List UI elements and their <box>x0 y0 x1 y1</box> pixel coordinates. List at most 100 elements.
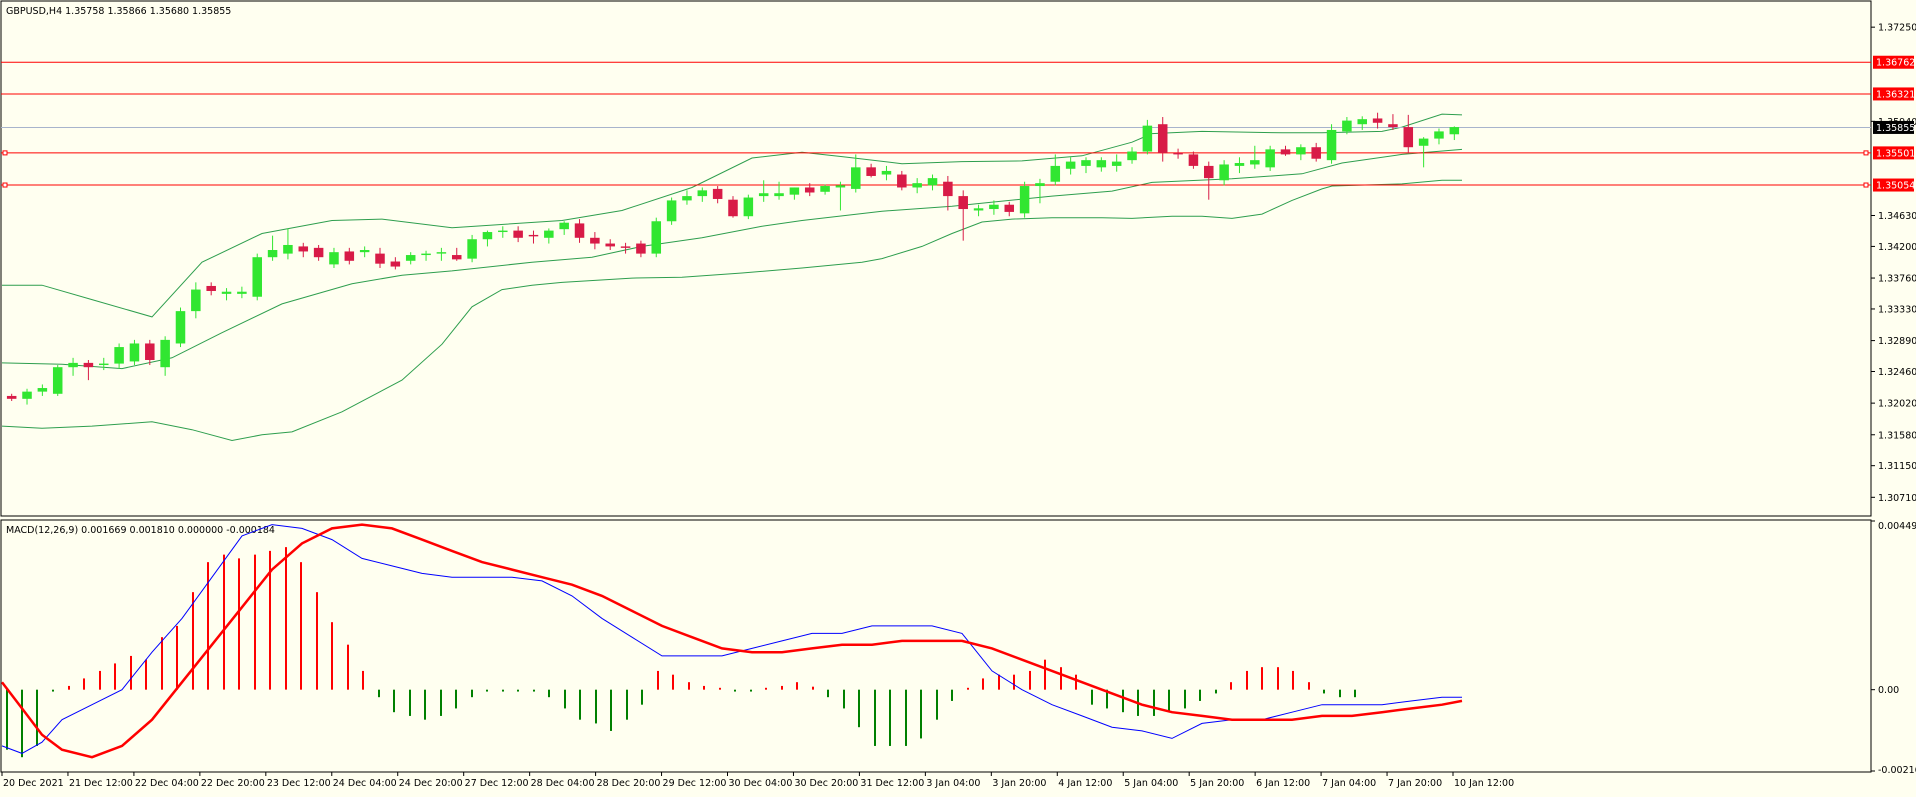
bollinger-middle-line <box>1 148 1463 370</box>
candle-bull-body <box>1050 165 1061 182</box>
level-price-label: 1.36321 <box>1876 89 1915 100</box>
candle-bull-body <box>37 388 48 392</box>
candle-bull-body <box>743 197 754 217</box>
candle-bull-body <box>467 239 477 259</box>
level-handle-right <box>1863 150 1869 156</box>
macd-tick-label: 0.004497 <box>1878 521 1916 532</box>
time-tick-label: 5 Jan 20:00 <box>1190 778 1244 789</box>
candle-bull-body <box>1081 160 1091 166</box>
candle-bear-body <box>390 261 401 267</box>
candle-bear-body <box>590 237 600 244</box>
candle-bull-body <box>1342 120 1352 132</box>
candle-bull-body <box>1096 160 1107 168</box>
time-tick-label: 30 Dec 20:00 <box>794 778 858 789</box>
time-tick-label: 24 Dec 20:00 <box>399 778 463 789</box>
candle-bear-body <box>1388 124 1398 128</box>
level-price-label-bg <box>1873 146 1914 160</box>
price-axis: 1.372501.359401.346301.342001.337601.333… <box>1871 23 1916 504</box>
candle-bull-body <box>1035 183 1045 187</box>
price-tick-label: 1.31580 <box>1878 430 1916 441</box>
candle-bull-body <box>666 200 677 222</box>
bollinger-upper-line <box>2 113 1463 318</box>
candle-bear-body <box>636 243 646 254</box>
horizontal-levels[interactable] <box>1 61 1871 188</box>
candle-bull-body <box>1234 163 1245 166</box>
candle-bull-body <box>1250 160 1260 165</box>
candle-bull-body <box>359 250 370 253</box>
candle-bull-body <box>758 193 769 197</box>
candle-bull-body <box>421 253 431 256</box>
candle-bull-body <box>1127 151 1137 161</box>
candle-bull-body <box>1219 164 1229 181</box>
time-tick-label: 6 Jan 12:00 <box>1256 778 1310 789</box>
candle-bull-body <box>405 255 416 261</box>
candle-bear-body <box>375 253 385 264</box>
level-price-label-bg <box>1873 87 1914 101</box>
macd-panel-frame <box>0 519 1872 773</box>
candle-bull-body <box>191 289 201 312</box>
price-tick-label: 1.32890 <box>1878 336 1916 347</box>
candle-bear-body <box>620 246 631 248</box>
candle-bear-body <box>344 251 355 261</box>
candle-bear-body <box>83 362 94 368</box>
candle-bull-body <box>989 204 999 210</box>
candle-bear-body <box>712 188 723 199</box>
candle-bear-body <box>206 285 216 291</box>
candle-bear-body <box>6 395 17 399</box>
candle-bull-body <box>68 362 78 368</box>
candle-bull-body <box>1449 127 1460 135</box>
candle-bull-body <box>52 367 63 394</box>
time-tick-label: 23 Dec 12:00 <box>267 778 331 789</box>
macd-histogram <box>6 547 1356 758</box>
candle-bull-body <box>1434 131 1444 139</box>
price-tick-label: 1.31150 <box>1878 461 1916 472</box>
candle-bull-body <box>175 311 186 344</box>
candle-bear-body <box>1004 204 1015 212</box>
time-tick-label: 29 Dec 12:00 <box>663 778 727 789</box>
macd-main-line <box>1 524 1462 754</box>
candle-bull-body <box>221 291 232 294</box>
current-price-label-bg <box>1873 120 1914 134</box>
candle-bull-body <box>927 178 938 186</box>
candle-bull-body <box>237 291 247 294</box>
macd-tick-label: 0.00 <box>1878 685 1899 696</box>
candle-bull-body <box>129 343 140 362</box>
candle-bull-body <box>1065 161 1076 169</box>
candle-bull-body <box>973 208 984 211</box>
candle-bull-body <box>436 252 447 254</box>
price-tick-label: 1.34200 <box>1878 242 1916 253</box>
candle-bear-body <box>1157 124 1168 153</box>
candle-bear-body <box>1311 147 1321 159</box>
candle-bear-body <box>897 174 907 188</box>
candle-bear-body <box>728 199 738 217</box>
price-panel: GBPUSD,H4 1.35758 1.35866 1.35680 1.3585… <box>0 0 1916 517</box>
candle-bull-body <box>881 170 892 175</box>
macd-lines <box>1 523 1463 759</box>
candle-bear-body <box>451 255 462 260</box>
candle-bear-body <box>1403 127 1414 148</box>
time-tick-label: 3 Jan 20:00 <box>992 778 1046 789</box>
candle-bear-body <box>605 243 615 247</box>
candle-bull-body <box>1019 186 1030 214</box>
candle-bull-body <box>851 167 861 189</box>
time-tick-label: 31 Dec 12:00 <box>860 778 924 789</box>
price-tick-label: 1.34630 <box>1878 211 1916 222</box>
candle-bull-body <box>329 252 339 265</box>
candle-bull-body <box>1357 119 1367 125</box>
level-handle-right <box>1863 182 1869 188</box>
candle-bear-body <box>1372 118 1383 123</box>
level-price-label: 1.35054 <box>1876 181 1915 192</box>
current-price-label: 1.35855 <box>1876 123 1915 134</box>
candle-bear-body <box>1188 154 1199 166</box>
candle-bull-body <box>682 196 692 201</box>
bollinger-lower-line <box>1 179 1462 442</box>
candle-bull-body <box>22 391 32 399</box>
candle-bull-body <box>283 244 293 254</box>
candle-bull-body <box>789 187 800 195</box>
candle-bull-body <box>1418 138 1429 146</box>
candle-bear-body <box>1173 152 1183 155</box>
candle-bull-body <box>498 230 508 233</box>
macd-tick-label: -0.002168 <box>1878 765 1916 776</box>
candle-bear-body <box>574 223 585 238</box>
